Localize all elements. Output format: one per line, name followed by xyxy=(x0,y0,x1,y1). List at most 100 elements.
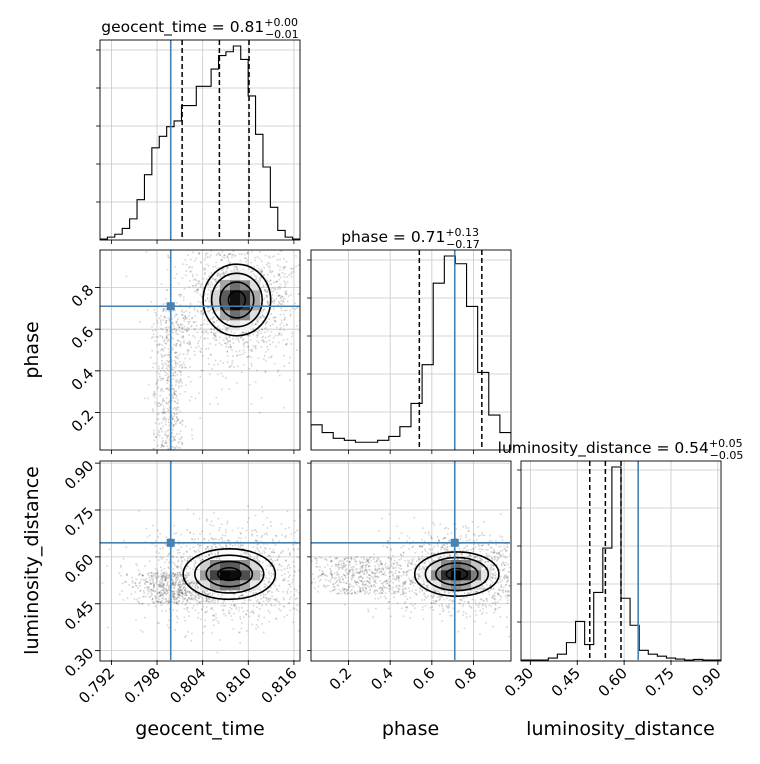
sample-point xyxy=(218,326,220,328)
sample-point xyxy=(208,593,210,595)
sample-point xyxy=(289,598,291,600)
sample-point xyxy=(157,576,159,578)
sample-point xyxy=(165,424,167,426)
sample-point xyxy=(163,308,165,310)
sample-point xyxy=(155,336,157,338)
sample-point xyxy=(278,279,280,281)
sample-point xyxy=(226,523,228,525)
sample-point xyxy=(157,622,159,624)
sample-point xyxy=(184,317,186,319)
sample-point xyxy=(233,254,235,256)
sample-point xyxy=(173,587,175,589)
sample-point xyxy=(227,235,229,237)
sample-point xyxy=(527,554,529,556)
sample-point xyxy=(161,558,163,560)
sample-point xyxy=(281,322,283,324)
sample-point xyxy=(161,360,163,362)
sample-point xyxy=(172,562,174,564)
sample-point xyxy=(147,309,149,311)
sample-point xyxy=(211,318,213,320)
sample-point xyxy=(157,445,159,447)
sample-point xyxy=(173,388,175,390)
sample-point xyxy=(160,328,162,330)
sample-point xyxy=(258,602,260,604)
sample-point xyxy=(139,573,141,575)
sample-point xyxy=(288,576,290,578)
sample-point xyxy=(231,349,233,351)
sample-point xyxy=(225,531,227,533)
sample-point xyxy=(410,583,412,585)
sample-point xyxy=(200,376,202,378)
sample-point xyxy=(224,257,226,259)
sample-point xyxy=(263,358,265,360)
sample-point xyxy=(162,602,164,604)
sample-point xyxy=(178,595,180,597)
sample-point xyxy=(303,548,305,550)
sample-point xyxy=(270,565,272,567)
sample-point xyxy=(465,546,467,548)
sample-point xyxy=(518,560,520,562)
sample-point xyxy=(399,559,401,561)
sample-point xyxy=(261,328,263,330)
sample-point xyxy=(217,403,219,405)
sample-points xyxy=(256,513,585,637)
sample-point xyxy=(172,322,174,324)
sample-point xyxy=(253,345,255,347)
sample-point xyxy=(428,543,430,545)
sample-point xyxy=(196,325,198,327)
sample-point xyxy=(178,355,180,357)
sample-point xyxy=(247,259,249,261)
sample-point xyxy=(513,558,515,560)
sample-point xyxy=(211,521,213,523)
sample-point xyxy=(269,612,271,614)
sample-point xyxy=(265,569,267,571)
sample-point xyxy=(155,606,157,608)
sample-point xyxy=(204,259,206,261)
sample-point xyxy=(233,342,235,344)
sample-point xyxy=(184,583,186,585)
sample-point xyxy=(183,362,185,364)
sample-point xyxy=(259,251,261,253)
sample-point xyxy=(178,382,180,384)
sample-point xyxy=(166,354,168,356)
sample-point xyxy=(174,420,176,422)
sample-point xyxy=(157,386,159,388)
sample-point xyxy=(181,327,183,329)
sample-point xyxy=(162,303,164,305)
sample-point xyxy=(410,617,412,619)
sample-point xyxy=(281,296,283,298)
sample-point xyxy=(309,546,311,548)
sample-point xyxy=(189,583,191,585)
sample-point xyxy=(290,310,292,312)
sample-point xyxy=(274,560,276,562)
sample-point xyxy=(268,580,270,582)
sample-point xyxy=(202,603,204,605)
sample-point xyxy=(175,397,177,399)
histogram-title-geocent_time: geocent_time = 0.81+0.00−0.01 xyxy=(101,16,298,41)
sample-point xyxy=(302,343,304,345)
sample-point xyxy=(242,527,244,529)
sample-point xyxy=(178,549,180,551)
sample-point xyxy=(252,334,254,336)
sample-point xyxy=(284,281,286,283)
sample-point xyxy=(166,329,168,331)
sample-point xyxy=(207,256,209,258)
sample-point xyxy=(148,590,150,592)
sample-point xyxy=(185,426,187,428)
sample-point xyxy=(147,222,149,224)
sample-point xyxy=(138,510,140,512)
sample-point xyxy=(457,611,459,613)
sample-point xyxy=(147,593,149,595)
sample-point xyxy=(175,314,177,316)
sample-point xyxy=(154,575,156,577)
sample-point xyxy=(460,535,462,537)
sample-point xyxy=(216,268,218,270)
sample-point xyxy=(422,609,424,611)
sample-point xyxy=(295,590,297,592)
sample-point xyxy=(279,266,281,268)
sample-point xyxy=(266,577,268,579)
sample-point xyxy=(161,600,163,602)
sample-point xyxy=(247,342,249,344)
sample-point xyxy=(217,599,219,601)
sample-point xyxy=(244,241,246,243)
